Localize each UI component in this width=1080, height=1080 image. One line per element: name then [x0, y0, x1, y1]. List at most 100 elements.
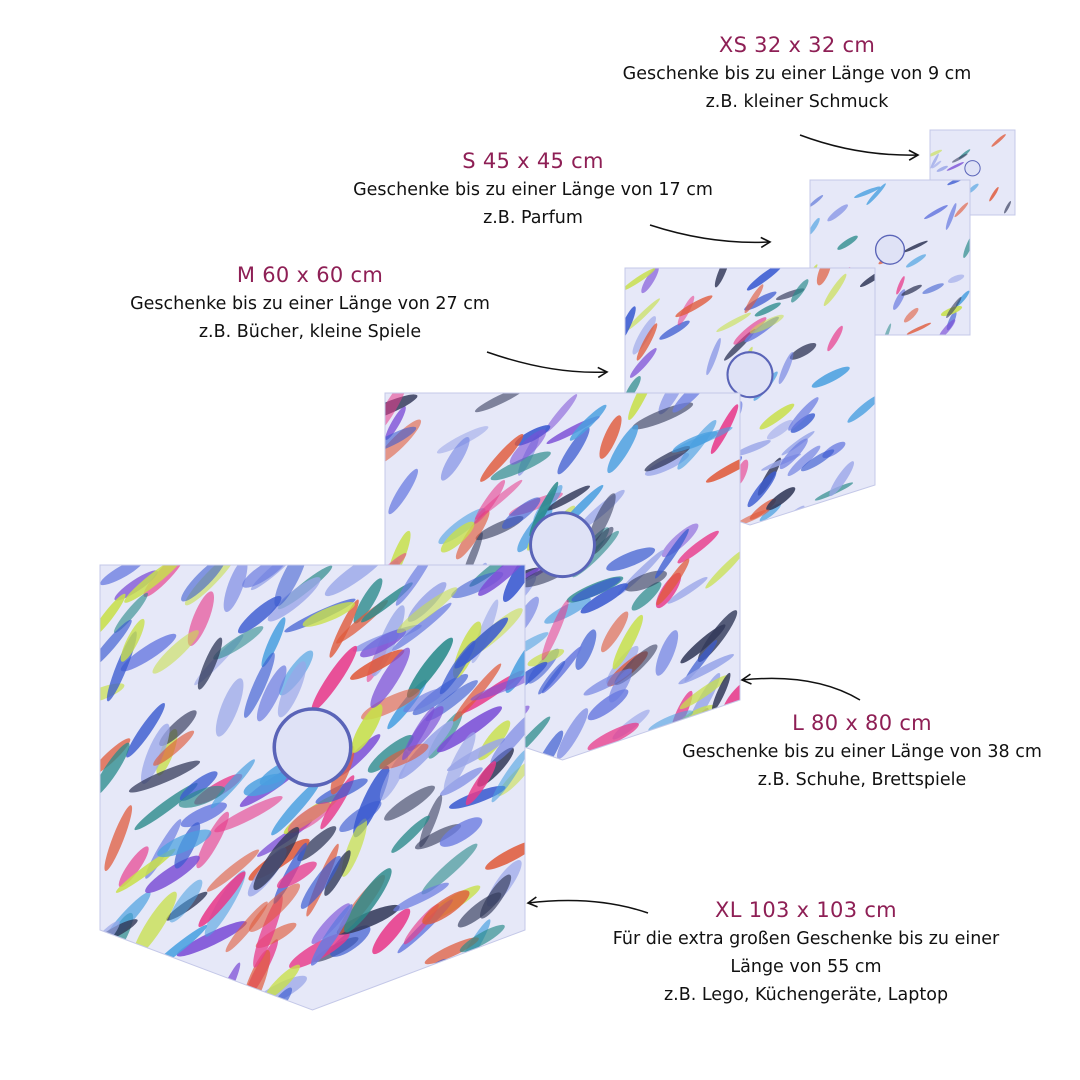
feather-pattern: [538, 660, 566, 695]
arrow-xl: [526, 896, 649, 914]
feather-pattern: [223, 565, 248, 612]
feather-pattern: [179, 771, 218, 801]
feather-pattern: [214, 796, 283, 833]
feather-pattern: [659, 320, 690, 340]
feather-pattern: [411, 986, 463, 1010]
feather-pattern: [680, 624, 726, 664]
feather-pattern: [422, 890, 470, 925]
feather-pattern: [486, 984, 525, 1010]
feather-pattern: [264, 964, 300, 1000]
feather-pattern: [384, 785, 435, 821]
feather-pattern: [502, 497, 541, 529]
feather-pattern: [656, 558, 690, 606]
feather-pattern: [153, 730, 195, 766]
feather-pattern: [587, 689, 629, 721]
fabric-knot: [272, 707, 353, 788]
feather-pattern: [324, 850, 351, 896]
feather-pattern: [735, 509, 770, 525]
feather-pattern: [788, 397, 819, 431]
feather-pattern: [905, 254, 927, 268]
feather-pattern: [453, 965, 506, 1010]
size-title: M 60 x 60 cm: [236, 263, 384, 287]
feather-pattern: [181, 565, 226, 602]
feather-pattern: [787, 445, 821, 477]
feather-pattern: [455, 510, 490, 560]
feather-pattern: [372, 908, 411, 955]
feather-pattern: [128, 760, 201, 793]
feather-pattern: [947, 274, 965, 284]
feather-pattern: [746, 268, 784, 291]
feather-pattern: [747, 471, 777, 508]
feather-pattern: [716, 312, 752, 332]
feather-pattern: [630, 742, 661, 760]
feather-pattern: [677, 530, 719, 564]
feather-pattern: [847, 394, 875, 423]
feather-pattern: [403, 687, 446, 713]
feather-pattern: [361, 582, 413, 623]
arrows: [486, 134, 920, 914]
feather-pattern: [480, 434, 524, 482]
size-example: z.B. Bücher, kleine Spiele: [198, 322, 422, 342]
feather-pattern: [587, 722, 639, 751]
feather-pattern: [671, 426, 733, 453]
feather-pattern: [734, 440, 771, 456]
feather-pattern: [453, 663, 502, 722]
feather-pattern: [475, 479, 523, 520]
feather-pattern: [629, 348, 657, 378]
feather-pattern: [449, 785, 506, 809]
feather-pattern: [827, 325, 843, 352]
feather-pattern: [421, 843, 478, 895]
size-info-xs: XS 32 x 32 cm Geschenke bis zu einer Län…: [623, 30, 972, 116]
feather-pattern: [766, 419, 794, 440]
feather-pattern: [991, 134, 1006, 147]
feather-pattern: [544, 597, 591, 624]
arrow-l: [740, 673, 861, 701]
feather-pattern: [759, 503, 782, 522]
feather-pattern: [351, 704, 383, 753]
feather-pattern: [210, 759, 255, 809]
feather-pattern: [556, 708, 589, 759]
feather-pattern: [882, 323, 892, 335]
feather-pattern: [930, 149, 943, 157]
feather-pattern: [625, 306, 636, 343]
feather-pattern: [440, 521, 475, 553]
feather-pattern: [271, 779, 321, 836]
feather-pattern: [599, 415, 622, 459]
feather-pattern: [631, 581, 662, 611]
feather-pattern: [529, 481, 559, 537]
feather-pattern: [443, 731, 476, 793]
size-description: Geschenke bis zu einer Länge von 17 cm: [353, 180, 713, 200]
feather-pattern: [626, 298, 660, 331]
feather-pattern: [625, 268, 656, 291]
feather-pattern: [120, 618, 145, 662]
size-description: Für die extra großen Geschenke bis zu ei…: [612, 929, 1000, 949]
feather-pattern: [276, 861, 317, 889]
feather-pattern: [120, 633, 177, 672]
feather-pattern: [478, 565, 525, 596]
feather-pattern: [197, 637, 223, 690]
feather-pattern: [706, 338, 721, 376]
feather-pattern: [931, 160, 942, 169]
feather-pattern: [678, 654, 734, 685]
feather-pattern: [469, 968, 525, 1010]
feather-pattern: [152, 630, 199, 674]
feather-pattern: [310, 904, 353, 966]
feather-pattern: [256, 665, 287, 722]
arrow-m: [486, 351, 609, 379]
feather-pattern: [100, 565, 145, 586]
feather-pattern: [124, 565, 183, 603]
size-info-s: S 45 x 45 cm Geschenke bis zu einer Läng…: [353, 146, 713, 232]
feather-pattern: [315, 778, 368, 805]
feather-pattern: [946, 162, 964, 171]
feather-pattern: [502, 565, 525, 602]
feather-pattern: [951, 153, 968, 163]
feather-pattern: [100, 619, 132, 670]
fabric-knot: [529, 511, 596, 579]
feather-pattern: [679, 675, 729, 710]
feather-pattern: [759, 403, 795, 430]
feather-pattern: [675, 295, 713, 318]
feather-pattern: [213, 626, 264, 660]
feather-pattern: [243, 652, 275, 718]
feather-pattern: [169, 879, 203, 923]
feather-pattern: [370, 647, 410, 709]
